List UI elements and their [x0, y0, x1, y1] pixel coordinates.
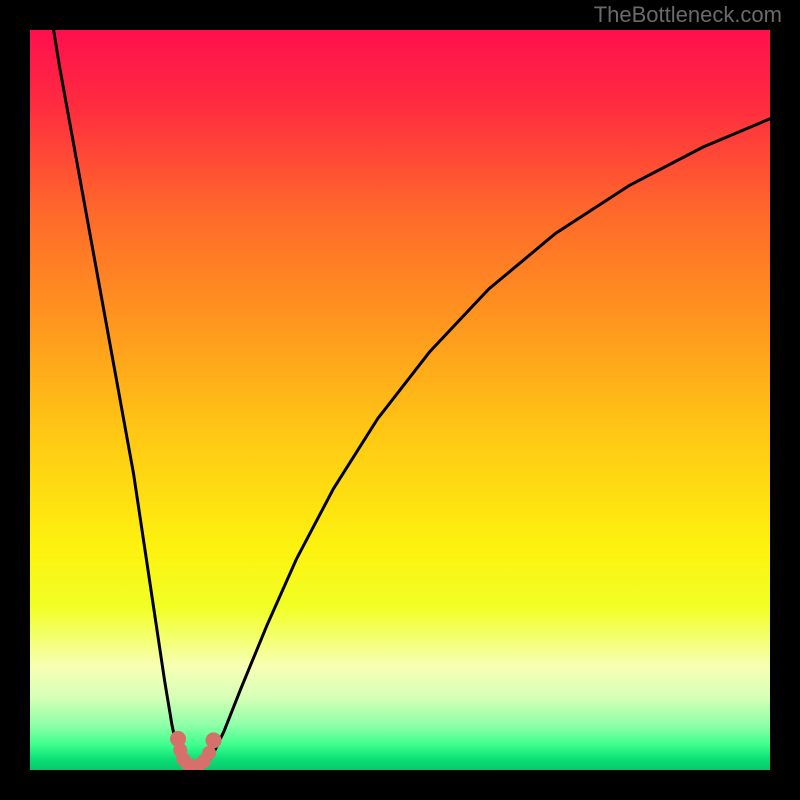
curve-right-branch	[208, 119, 770, 763]
plot-area	[30, 30, 770, 770]
curve-layer	[30, 30, 770, 770]
trough-marker	[206, 732, 222, 748]
canvas-root: TheBottleneck.com	[0, 0, 800, 800]
watermark-text: TheBottleneck.com	[594, 0, 782, 30]
curve-left-branch	[50, 30, 182, 763]
